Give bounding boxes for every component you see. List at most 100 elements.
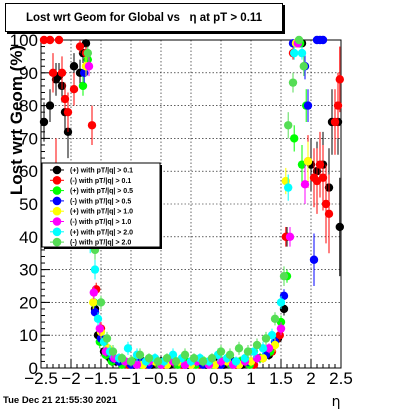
legend-marker <box>52 217 62 226</box>
data-point <box>225 350 235 360</box>
y-tick-label: 70 <box>19 129 38 148</box>
x-tick-label: 0 <box>186 369 195 388</box>
legend-entry-label: (+) with pT/|q| > 0.5 <box>70 188 133 195</box>
data-point <box>294 35 304 45</box>
y-tick-label: 90 <box>19 64 38 83</box>
data-point <box>57 68 67 78</box>
data-point <box>258 353 268 363</box>
data-point <box>264 344 274 353</box>
chart-title: Lost wrt Geom for Global vs η at pT > 0.… <box>25 11 263 24</box>
data-point <box>290 134 299 143</box>
data-point <box>234 344 244 353</box>
legend-marker <box>52 206 62 216</box>
data-point <box>90 308 100 317</box>
data-points <box>39 35 344 369</box>
data-point <box>279 271 289 281</box>
data-point <box>171 357 181 366</box>
data-point <box>89 298 98 307</box>
data-point <box>303 157 313 166</box>
data-point <box>95 324 105 333</box>
series--with-pt-q-2-0 <box>83 35 308 367</box>
y-tick-label: 0 <box>29 359 38 378</box>
legend-entry-label: (-) with pT/|q| > 0.1 <box>70 178 131 185</box>
data-point <box>63 107 73 117</box>
data-point <box>87 121 97 130</box>
data-point <box>270 314 280 323</box>
tick-labels: −2.5 −2 −1.5 −1 −0.5 0 0.5 1 1.5 2 2.5 0 10 20 30 40 50 6… <box>10 31 353 388</box>
data-point <box>180 350 190 360</box>
data-point <box>252 353 262 363</box>
data-point <box>83 48 93 58</box>
legend-entry-label: (+) with pT/|q| > 1.0 <box>70 209 133 216</box>
data-point <box>69 62 79 71</box>
legend-marker <box>52 196 62 206</box>
data-point <box>318 35 328 45</box>
data-point <box>321 199 331 209</box>
legend-marker <box>52 165 62 175</box>
data-point <box>335 222 344 232</box>
data-point <box>300 180 310 189</box>
data-point <box>144 353 154 363</box>
timestamp: Tue Dec 21 21:55:30 2021 <box>3 395 117 406</box>
y-tick-label: 30 <box>19 261 38 280</box>
data-point <box>123 344 133 353</box>
data-point <box>75 42 85 51</box>
legend-box <box>41 162 161 248</box>
legend-shadow <box>44 247 162 249</box>
legend-marker <box>52 176 62 185</box>
data-point <box>89 288 99 297</box>
legend-shadow <box>160 165 162 249</box>
y-tick-label: 40 <box>19 228 38 247</box>
data-point <box>45 35 55 45</box>
data-point <box>276 324 286 333</box>
y-tick-label: 50 <box>19 195 38 214</box>
data-point <box>315 160 325 169</box>
x-tick-label: 1 <box>246 369 255 388</box>
data-point <box>290 48 299 58</box>
data-point <box>207 353 217 363</box>
data-point <box>69 85 79 94</box>
data-point <box>275 331 284 340</box>
data-point <box>78 81 88 91</box>
data-point <box>102 334 112 343</box>
x-axis-label: η <box>332 394 341 409</box>
data-point <box>153 357 163 366</box>
data-point <box>284 121 293 130</box>
legend-entry-label: (-) with pT/|q| > 1.0 <box>70 219 131 226</box>
y-tick-label: 10 <box>19 326 38 345</box>
data-point <box>309 255 319 264</box>
data-point <box>126 357 136 366</box>
legend-entry-label: (-) with pT/|q| > 2.0 <box>70 240 131 247</box>
chart-title-box: Lost wrt Geom for Global vs η at pT > 0.… <box>5 3 283 32</box>
y-axis-label: Lost wrt Geom (%) <box>7 45 26 195</box>
data-point <box>279 291 289 301</box>
x-tick-label: −1.5 <box>84 369 118 388</box>
x-tick-label: −2 <box>61 369 80 388</box>
data-point <box>303 101 313 110</box>
legend: (+) with pT/|q| > 0.1 (-) with pT/|q| > 0… <box>41 162 162 249</box>
x-tick-label: 0.5 <box>209 369 233 388</box>
legend-entry-label: (-) with pT/|q| > 0.5 <box>70 198 131 205</box>
data-point <box>90 265 100 274</box>
y-tick-label: 100 <box>10 31 38 50</box>
y-tick-label: 80 <box>19 97 38 116</box>
data-point <box>48 68 58 78</box>
data-point <box>240 353 250 363</box>
x-tick-label: −1 <box>121 369 140 388</box>
data-point <box>60 94 70 104</box>
data-point <box>117 353 127 363</box>
data-point <box>330 117 340 127</box>
x-tick-label: 1.5 <box>269 369 293 388</box>
data-point <box>84 62 94 71</box>
data-point <box>231 357 241 366</box>
data-point <box>39 35 49 45</box>
data-point <box>54 35 64 45</box>
x-tick-label: 2 <box>306 369 315 388</box>
data-point <box>276 298 286 307</box>
data-point <box>335 75 344 84</box>
data-point <box>284 183 293 192</box>
legend-entry-label: (+) with pT/|q| > 0.1 <box>70 168 133 175</box>
data-point <box>297 48 307 58</box>
legend-marker <box>52 227 62 237</box>
